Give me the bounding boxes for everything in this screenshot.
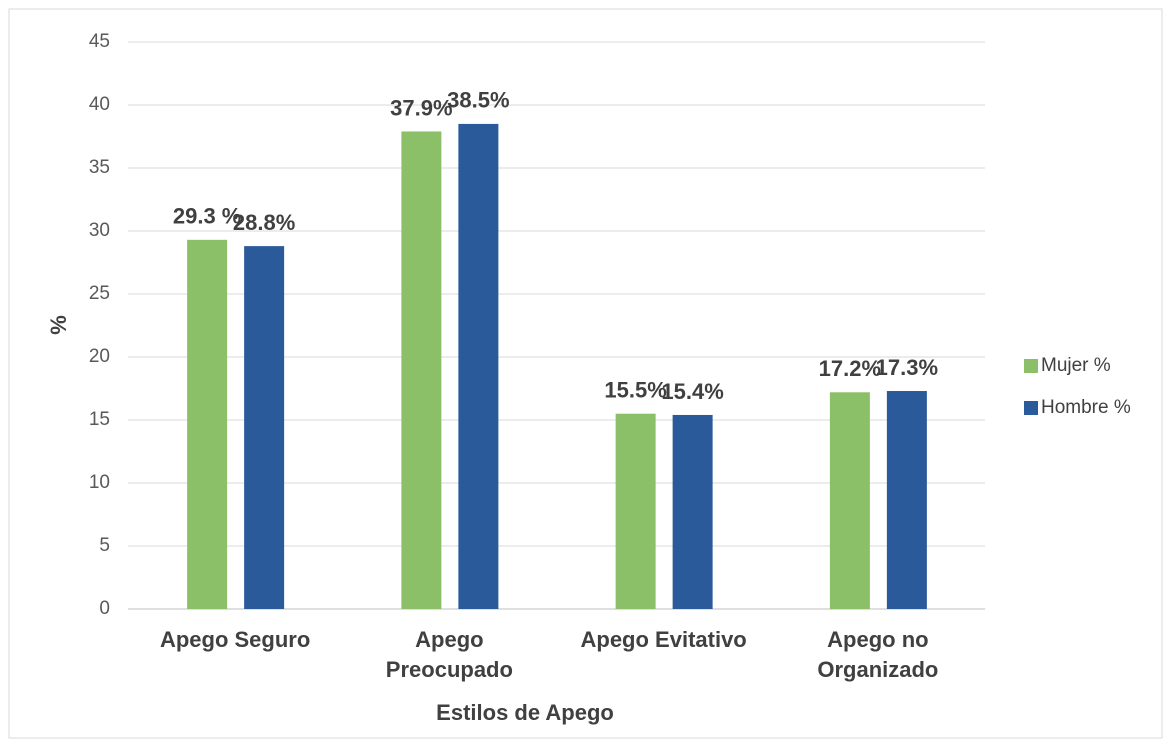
- legend-label: Mujer %: [1041, 355, 1111, 376]
- y-tick-label: 10: [89, 472, 110, 493]
- bar: [401, 131, 442, 609]
- y-tick-label: 5: [99, 535, 110, 556]
- data-label: 17.2%: [819, 356, 881, 381]
- bar: [886, 391, 927, 609]
- y-tick-label: 35: [89, 157, 110, 178]
- bar: [829, 392, 870, 609]
- y-tick-label: 30: [89, 220, 110, 241]
- x-tick-label: Apego Seguro: [160, 627, 310, 652]
- y-tick-label: 25: [89, 283, 110, 304]
- y-tick-label: 40: [89, 94, 110, 115]
- bar: [615, 413, 656, 609]
- x-tick-label: Apego Preocupado: [386, 627, 513, 682]
- y-tick-label: 45: [89, 31, 110, 52]
- data-label: 29.3 %: [173, 204, 242, 229]
- bar: [244, 246, 285, 609]
- data-label: 17.3%: [876, 355, 938, 380]
- data-label: 28.8%: [233, 210, 295, 235]
- data-label: 38.5%: [447, 88, 509, 113]
- legend-label: Hombre %: [1041, 397, 1131, 418]
- bar: [458, 123, 499, 610]
- bar: [672, 414, 713, 609]
- legend-swatch: [1024, 359, 1038, 373]
- y-axis-title: %: [46, 315, 71, 335]
- y-tick-label: 20: [89, 346, 110, 367]
- bar: [187, 239, 228, 609]
- legend-swatch: [1024, 401, 1038, 415]
- x-tick-label: Apego Evitativo: [581, 627, 747, 652]
- x-axis-title: Estilos de Apego: [436, 700, 614, 725]
- y-tick-label: 15: [89, 409, 110, 430]
- y-tick-label: 0: [99, 598, 110, 619]
- data-label: 15.5%: [604, 378, 666, 403]
- x-tick-label: Apego no Organizado: [817, 627, 938, 682]
- data-label: 37.9%: [390, 95, 452, 120]
- data-label: 15.4%: [661, 379, 723, 404]
